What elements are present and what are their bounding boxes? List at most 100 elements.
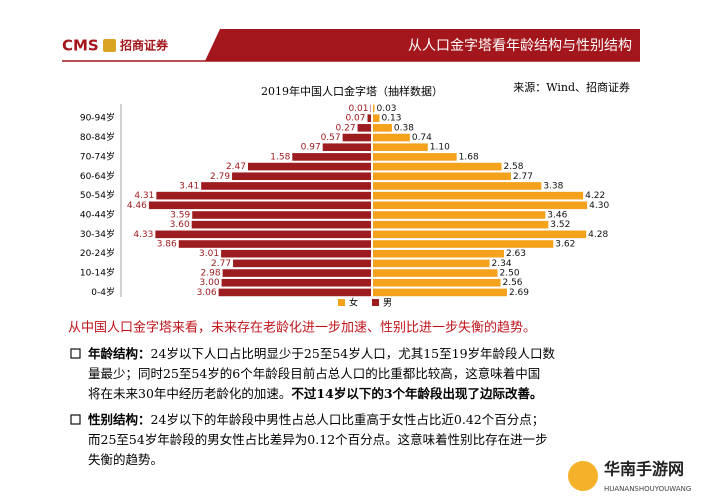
value-label: 0.13 [381, 114, 401, 124]
legend-label: 男 [383, 298, 392, 309]
summary: 从中国人口金字塔来看，未来存在老龄化进一步加速、性别比进一步失衡的趋势。 [68, 320, 536, 336]
header-bar [205, 29, 640, 61]
bar [192, 211, 371, 219]
bullet-text: 24岁以下人口占比明显少于25至54岁人口，尤其15至19岁年龄段人口数 [151, 346, 556, 361]
category-label: 10-14岁 [80, 267, 115, 279]
value-label: 2.77 [513, 172, 533, 182]
bullet-text: 量最少；同时25至54岁的6个年龄段目前占总人口的比重都比较高，这意味着中国 [88, 366, 540, 381]
value-label: 2.58 [503, 162, 523, 172]
bar [221, 249, 371, 258]
bar [191, 220, 371, 229]
bullet-text: 年龄结构： [88, 346, 151, 361]
bar [373, 211, 546, 219]
value-label: 0.38 [394, 123, 414, 133]
bar [232, 172, 371, 181]
value-label: 4.31 [134, 191, 154, 201]
bar [373, 124, 392, 132]
bullet-line: 而25至54岁年龄段的男女性占比差异为0.12个百分点。这意味着性别比存在进一步 [88, 432, 548, 447]
value-label: 3.86 [157, 240, 177, 250]
bullet-line: 年龄结构：24岁以下人口占比明显少于25至54岁人口，尤其15至19岁年龄段人口… [88, 346, 556, 361]
watermark-name: 华南手游网 [604, 460, 684, 479]
bar [373, 220, 549, 229]
category-label: 30-34岁 [80, 228, 115, 240]
value-label: 4.33 [133, 230, 153, 240]
bar [247, 162, 371, 171]
bar [373, 172, 511, 181]
category-label: 90-94岁 [80, 112, 115, 124]
bar [222, 269, 371, 277]
value-label: 0.01 [348, 104, 368, 114]
bullet-text: 不过14岁以下的3个年龄段出现了边际改善。 [291, 386, 542, 401]
bar [373, 191, 584, 200]
value-label: 3.41 [179, 181, 199, 191]
category-label: 20-24岁 [80, 247, 115, 259]
value-label: 4.46 [127, 201, 147, 211]
value-label: 2.50 [500, 269, 520, 279]
legend-swatch [372, 299, 379, 306]
category-label: 0-4岁 [91, 286, 115, 298]
bar [148, 201, 371, 210]
bar [155, 230, 371, 239]
value-label: 1.58 [270, 152, 290, 162]
value-label: 2.69 [509, 288, 529, 298]
value-label: 2.47 [226, 162, 246, 172]
bar [342, 133, 371, 142]
value-label: 0.57 [321, 133, 341, 143]
chart-source: 来源：Wind、招商证券 [513, 80, 630, 94]
bar [373, 278, 501, 287]
chart-title: 2019年中国人口金字塔（抽样数据） [261, 84, 443, 98]
bullet-box [70, 348, 81, 359]
bar [373, 288, 507, 297]
value-label: 4.22 [585, 191, 605, 201]
bullet-line: 失衡的趋势。 [88, 452, 163, 467]
value-label: 2.56 [502, 278, 522, 288]
bullet-text: 将在未来30年中经历老龄化的加速。 [88, 386, 291, 401]
watermark-icon [568, 461, 598, 491]
value-label: 0.97 [301, 143, 321, 153]
value-label: 0.03 [376, 104, 396, 114]
bar [373, 162, 502, 171]
value-label: 2.98 [201, 269, 221, 279]
bar [373, 153, 457, 161]
logo: CMS [62, 37, 99, 55]
value-label: 3.62 [555, 240, 575, 250]
value-label: 2.77 [211, 259, 231, 269]
value-label: 1.68 [459, 152, 479, 162]
bar [233, 259, 371, 268]
value-label: 2.79 [210, 172, 230, 182]
bar [373, 230, 587, 239]
bullet-text: 而25至54岁年龄段的男女性占比差异为0.12个百分点。这意味着性别比存在进一步 [88, 432, 548, 447]
value-label: 0.27 [336, 123, 356, 133]
legend-swatch [338, 299, 345, 306]
watermark: 华南手游网 HUANANSHOUYOUWANG [568, 460, 691, 493]
logo-icon [103, 39, 116, 52]
watermark-url: HUANANSHOUYOUWANG [604, 485, 691, 493]
bar [292, 153, 371, 161]
legend-label: 女 [349, 297, 358, 309]
bar [373, 133, 410, 142]
bullet-box [70, 414, 81, 425]
bar [156, 191, 371, 200]
bullet-line: 将在未来30年中经历老龄化的加速。不过14岁以下的3个年龄段出现了边际改善。 [88, 386, 543, 401]
value-label: 4.30 [589, 201, 609, 211]
bar [373, 104, 375, 113]
bar [373, 240, 554, 248]
bar [373, 259, 490, 268]
category-label: 70-74岁 [80, 150, 115, 162]
value-label: 4.28 [588, 230, 608, 240]
value-label: 3.06 [197, 288, 217, 298]
value-label: 2.63 [506, 249, 526, 259]
bar [218, 288, 371, 297]
header-title: 从人口金字塔看年龄结构与性别结构 [408, 38, 632, 54]
category-label: 50-54岁 [80, 189, 115, 201]
bar [373, 182, 542, 190]
bar [201, 182, 371, 190]
bullet-text: 24岁以下的年龄段中男性占总人口比重高于女性占比近0.42个百分点； [151, 412, 545, 427]
bar [373, 114, 380, 122]
bar [373, 143, 428, 152]
value-label: 0.07 [345, 114, 365, 124]
bar [373, 249, 504, 258]
category-label: 60-64岁 [80, 170, 115, 182]
